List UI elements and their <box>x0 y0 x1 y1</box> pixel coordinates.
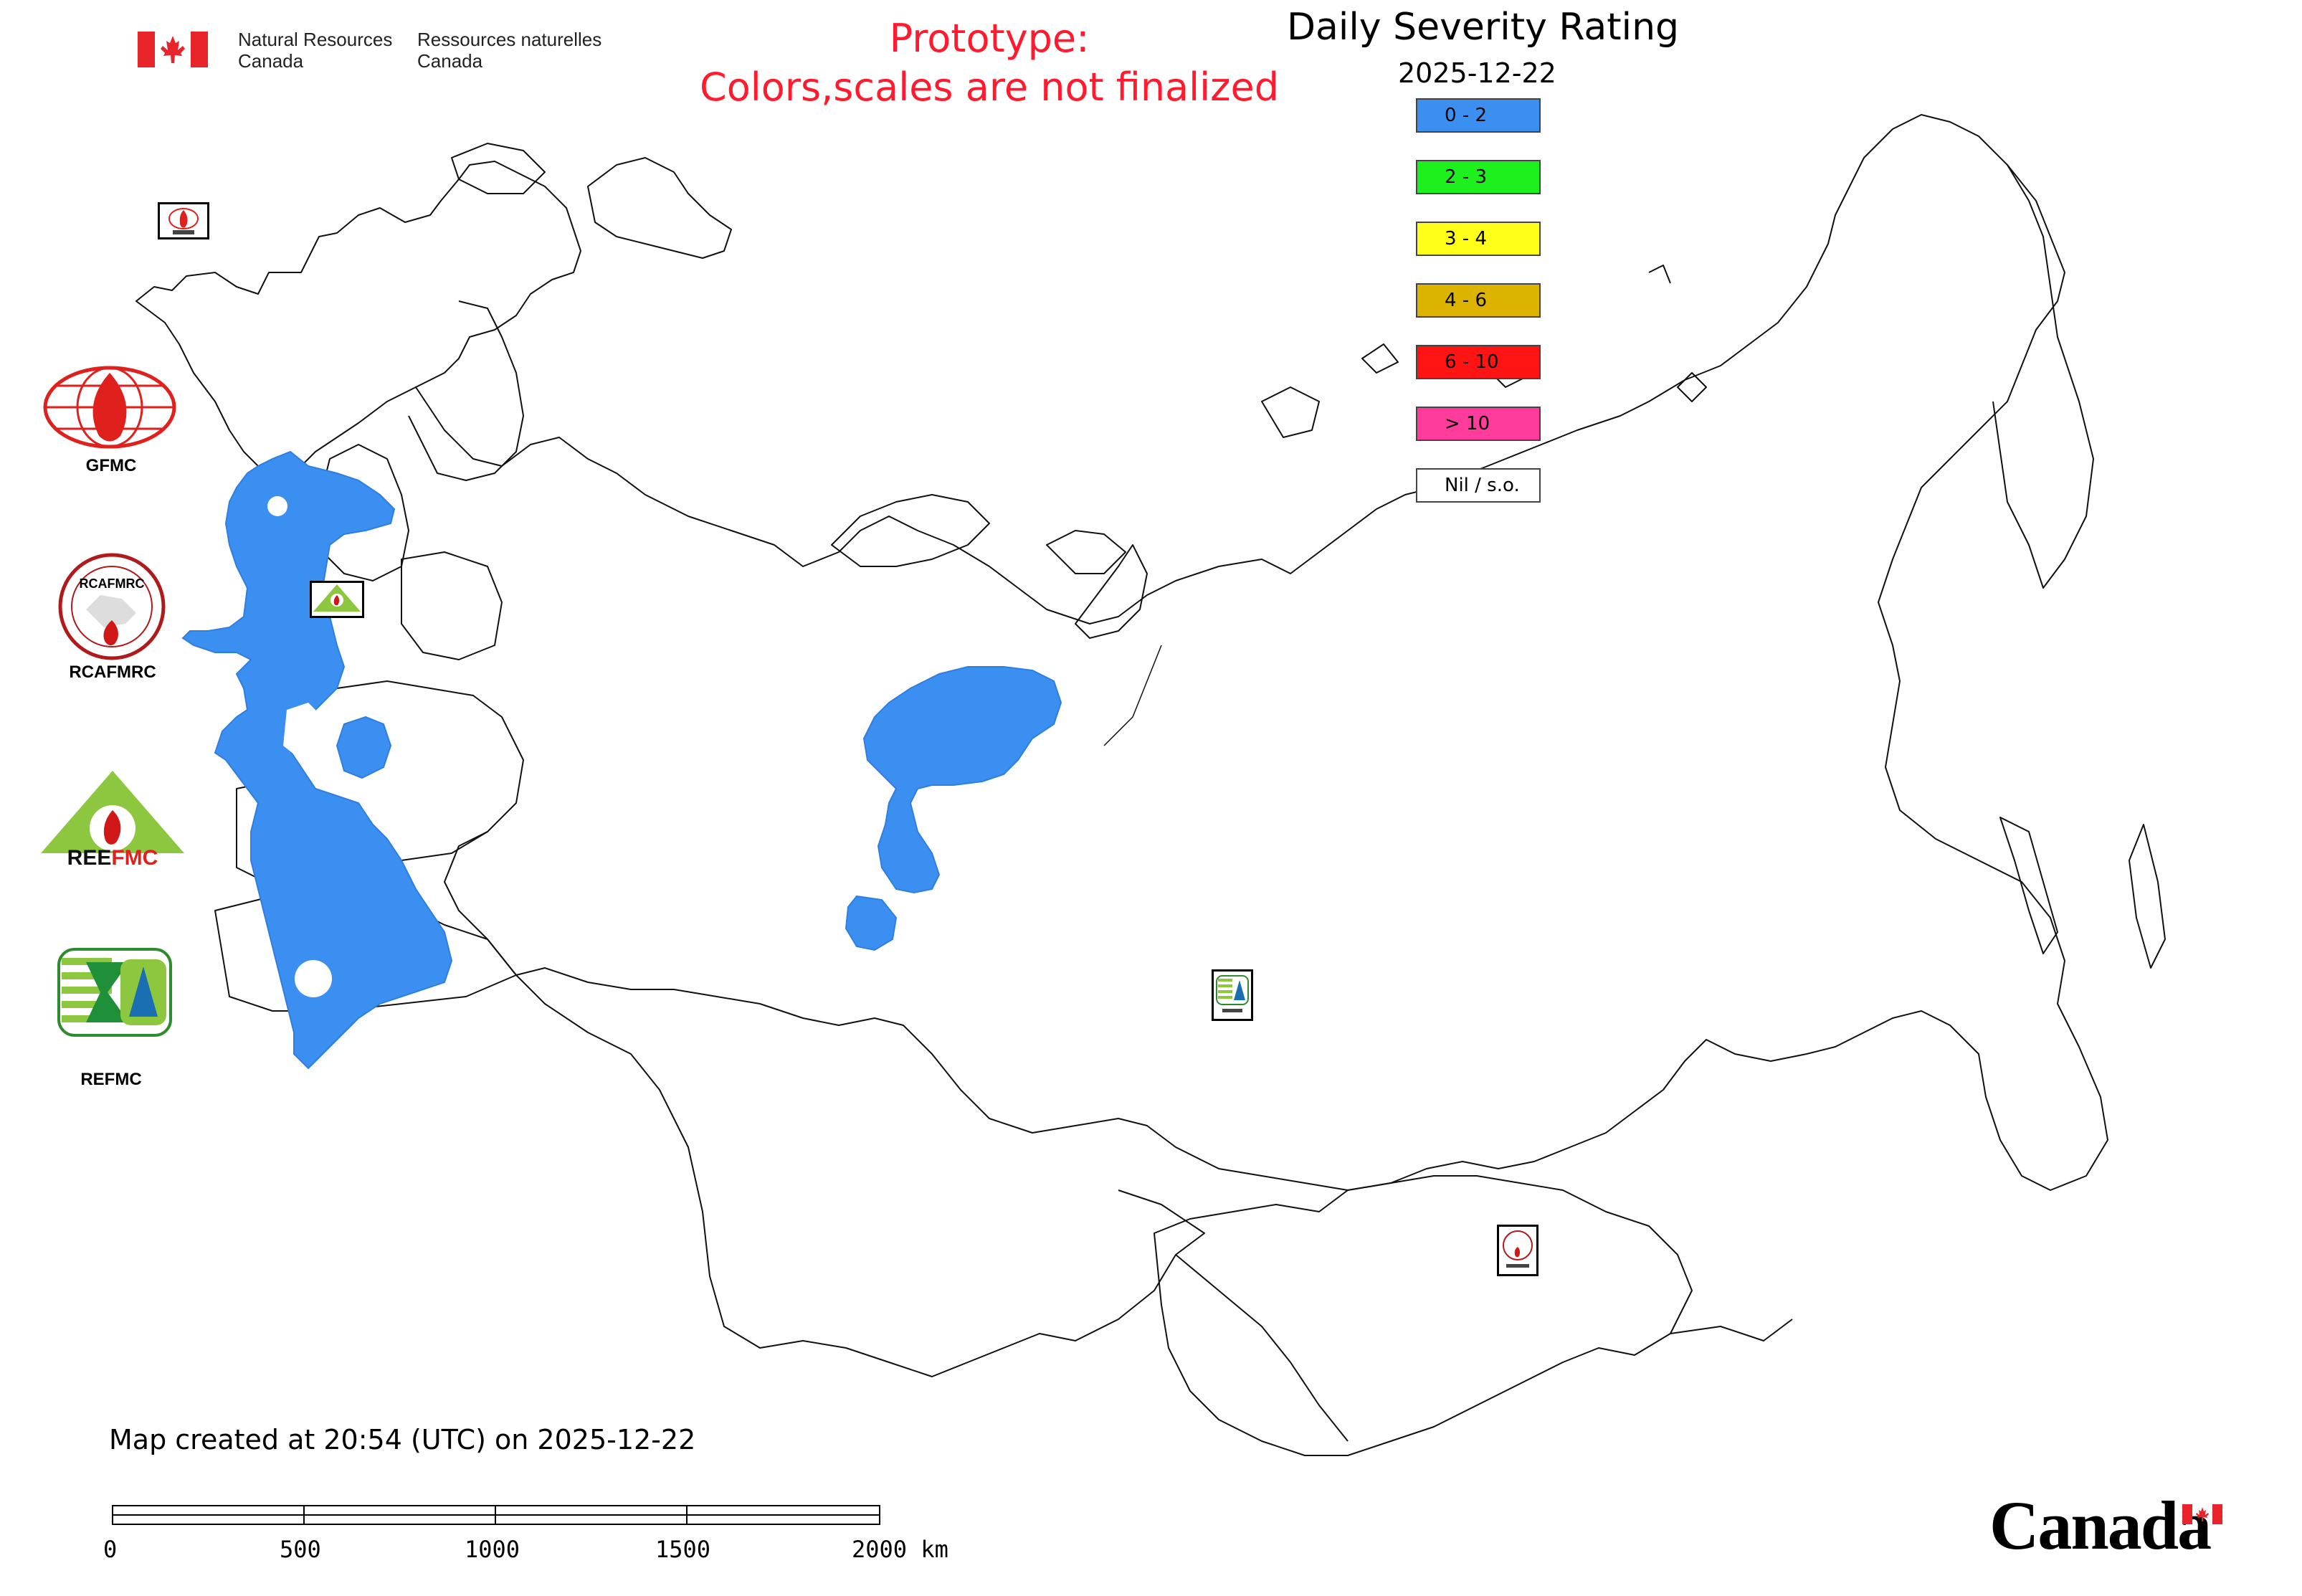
finland-outline <box>408 300 524 481</box>
canada-wordmark-flag-icon <box>2182 1504 2222 1524</box>
legend-item-0-2: 0 - 2 <box>1416 98 1541 133</box>
legend-item-6-10: 6 - 10 <box>1416 345 1541 379</box>
scale-label-2000: 2000 km <box>852 1536 948 1563</box>
kola-outline <box>587 157 732 259</box>
rcafmrc-logo-icon <box>57 552 166 661</box>
svalbard-outline <box>451 143 546 194</box>
legend-item-nil: Nil / s.o. <box>1416 468 1541 503</box>
refmc-logo-icon <box>57 948 172 1037</box>
prototype-notice: Prototype: Colors,scales are not finaliz… <box>700 16 1279 110</box>
scale-label-1000: 1000 <box>465 1536 520 1563</box>
china-outline <box>1175 1254 1793 1442</box>
reefmc-marker-icon[interactable] <box>310 581 364 618</box>
scale-bar <box>111 1504 881 1526</box>
canada-wordmark: Canada <box>1989 1487 2212 1564</box>
reefmc-logo-icon <box>37 767 188 875</box>
gfmc-marker-icon[interactable] <box>158 202 209 239</box>
severity-area-baltic <box>336 716 392 779</box>
kazakhstan-outline <box>515 974 1205 1377</box>
nrcan-english-name: Natural Resources Canada <box>238 29 393 72</box>
rcafmrc-logo-inner-text: RCAFMRC <box>79 576 145 591</box>
belarus-outline <box>401 551 503 660</box>
scale-label-0: 0 <box>103 1536 118 1563</box>
severity-holes <box>267 496 332 997</box>
gfmc-logo-icon <box>42 364 178 450</box>
taymyr-outline <box>1046 530 1126 574</box>
severity-area-siberia <box>862 666 1062 894</box>
legend-item-3-4: 3 - 4 <box>1416 222 1541 256</box>
severity-area-south <box>845 895 898 951</box>
refmc-marker-icon[interactable] <box>1212 969 1253 1021</box>
nrcan-french-name: Ressources naturelles Canada <box>417 29 602 72</box>
gfmc-logo-label: GFMC <box>85 456 137 475</box>
legend-item-2-3: 2 - 3 <box>1416 160 1541 194</box>
japan-outline <box>2129 824 2166 969</box>
severity-area-europe <box>181 450 453 1070</box>
severnaya-zemlya-outline <box>1261 386 1320 438</box>
coastline-islands <box>1361 265 1707 402</box>
map-title: Daily Severity Rating <box>1287 6 1680 49</box>
severity-areas <box>181 450 1062 1070</box>
internal-boundary <box>1103 645 1162 746</box>
kamchatka-outline <box>1992 164 2094 589</box>
scale-label-500: 500 <box>280 1536 321 1563</box>
scale-label-1500: 1500 <box>655 1536 711 1563</box>
map-created-timestamp: Map created at 20:54 (UTC) on 2025-12-22 <box>109 1424 696 1455</box>
novaya-zemlya-outline <box>831 494 990 567</box>
russia-outline <box>415 114 2108 1191</box>
canada-flag-icon <box>138 32 208 67</box>
legend-item-gt-10: > 10 <box>1416 407 1541 441</box>
mongolia-outline <box>1154 1175 1693 1456</box>
country-borders <box>135 114 2166 1456</box>
legend-item-4-6: 4 - 6 <box>1416 283 1541 318</box>
rcafmrc-logo-label: RCAFMRC <box>69 662 156 682</box>
sakhalin-outline <box>1999 817 2058 954</box>
refmc-logo-label: REFMC <box>80 1070 142 1089</box>
rcafmrc-marker-icon[interactable] <box>1497 1225 1538 1276</box>
reefmc-logo-wordmark: REEFMC <box>67 846 158 870</box>
yamal-outline <box>1075 544 1148 639</box>
map-date: 2025-12-22 <box>1398 57 1556 89</box>
